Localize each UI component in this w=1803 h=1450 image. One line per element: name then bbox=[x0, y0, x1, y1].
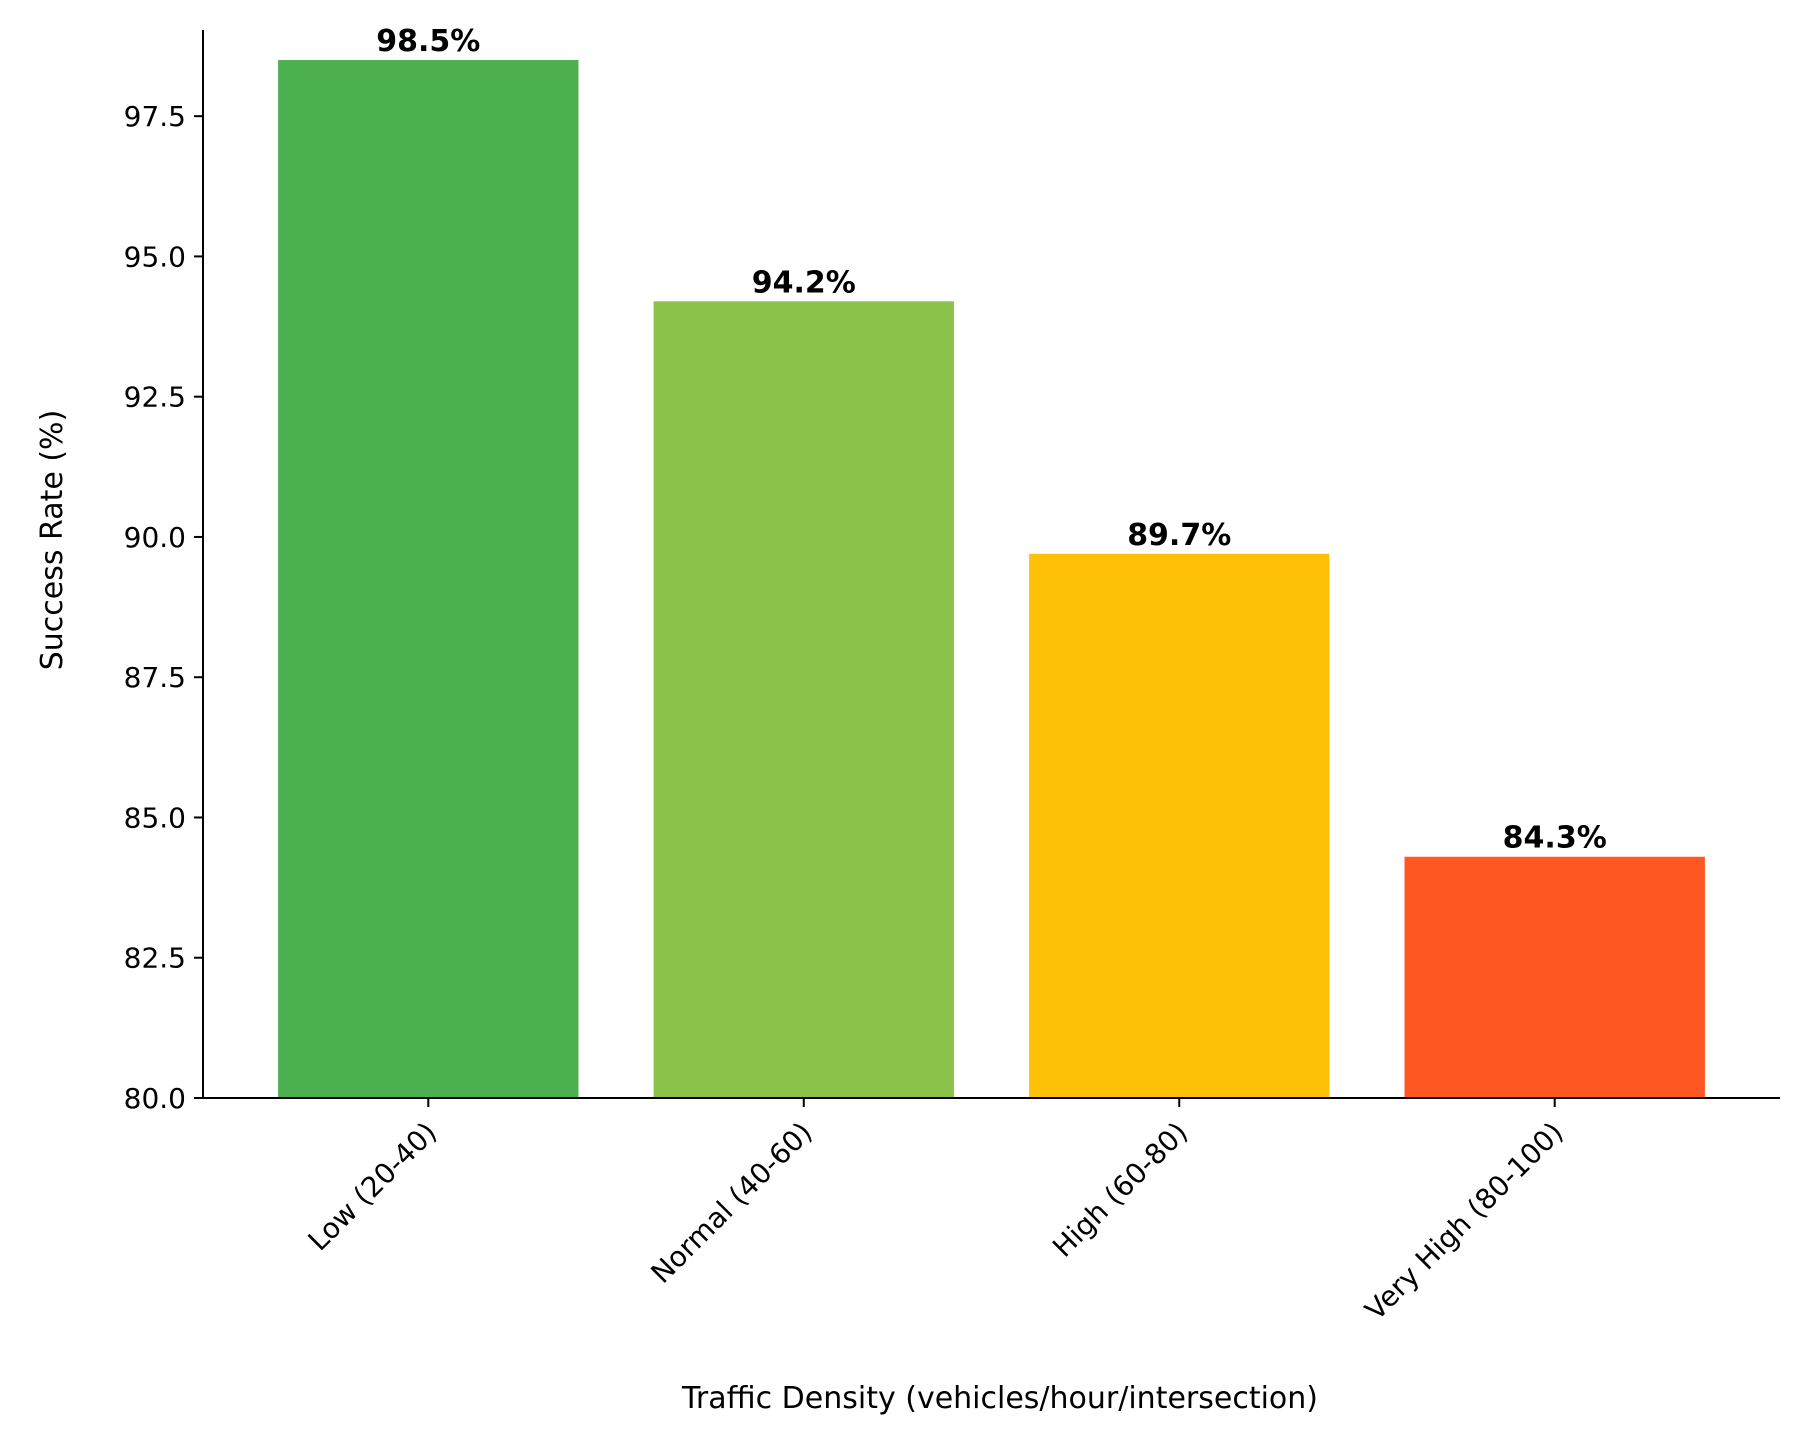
y-tick-label: 80.0 bbox=[124, 1082, 186, 1115]
y-tick-label: 90.0 bbox=[124, 521, 186, 554]
bar bbox=[1404, 856, 1705, 1098]
bar bbox=[1029, 553, 1330, 1098]
x-tick-label: Very High (80-100) bbox=[1359, 1116, 1570, 1327]
data-label: 84.3% bbox=[1503, 821, 1607, 856]
data-label: 94.2% bbox=[752, 265, 856, 300]
y-axis: 80.0 82.5 85.0 87.5 90.0 92.5 95.0 97.5 bbox=[124, 30, 204, 1115]
x-tick-label: Low (20-40) bbox=[302, 1116, 444, 1258]
y-tick-label: 95.0 bbox=[124, 240, 186, 273]
data-label: 89.7% bbox=[1127, 518, 1231, 553]
x-axis-title: Traffic Density (vehicles/hour/intersect… bbox=[681, 1381, 1318, 1416]
bar bbox=[278, 60, 579, 1099]
y-axis-title: Success Rate (%) bbox=[35, 410, 70, 671]
y-tick-label: 97.5 bbox=[124, 100, 186, 133]
data-labels-layer: 98.5% 94.2% 89.7% 84.3% bbox=[376, 24, 1607, 856]
y-tick-label: 87.5 bbox=[124, 661, 186, 694]
bars-layer bbox=[278, 60, 1705, 1099]
data-label: 98.5% bbox=[376, 24, 480, 59]
y-tick-label: 82.5 bbox=[124, 942, 186, 975]
x-tick-label: Normal (40-60) bbox=[644, 1116, 818, 1290]
x-tick-label: High (60-80) bbox=[1046, 1116, 1194, 1264]
x-axis: Low (20-40) Normal (40-60) High (60-80) Ver… bbox=[203, 1097, 1780, 1327]
y-tick-label: 92.5 bbox=[124, 381, 186, 414]
bar bbox=[653, 301, 954, 1098]
y-tick-label: 85.0 bbox=[124, 801, 186, 834]
